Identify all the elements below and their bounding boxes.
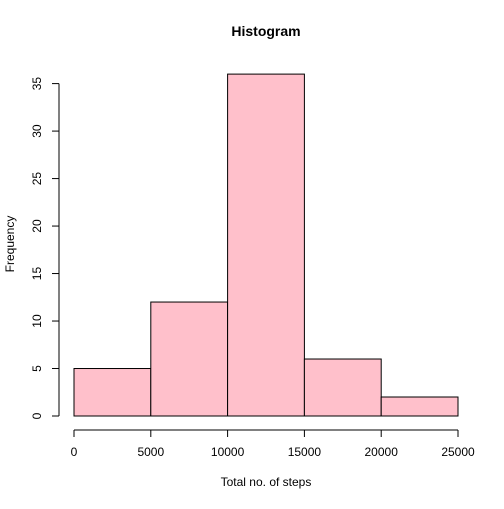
- histogram-bar-0: [73, 368, 152, 417]
- x-tick-label: 25000: [441, 445, 475, 459]
- chart-title: Histogram: [231, 23, 300, 39]
- y-tick-label: 35: [30, 77, 44, 91]
- histogram-bar-2: [227, 73, 305, 417]
- histogram-bar-4: [380, 396, 459, 417]
- x-tick-label: 20000: [365, 445, 399, 459]
- histogram-bar-1: [150, 301, 229, 417]
- y-tick-label: 0: [30, 412, 44, 419]
- y-tick-label: 5: [30, 365, 44, 372]
- bars-group: [73, 73, 459, 417]
- x-tick-label: 0: [71, 445, 78, 459]
- x-tick-label: 5000: [137, 445, 164, 459]
- y-tick-label: 30: [30, 124, 44, 138]
- histogram-bar-3: [303, 358, 382, 417]
- y-tick-label: 10: [30, 314, 44, 328]
- y-axis: 0 5 10 15 20 25 30 35: [30, 77, 60, 419]
- x-tick-label: 10000: [211, 445, 245, 459]
- x-axis: 0 5000 10000 15000 20000 25000: [71, 429, 475, 459]
- x-axis-label: Total no. of steps: [221, 475, 312, 489]
- y-tick-label: 20: [30, 219, 44, 233]
- y-tick-label: 15: [30, 267, 44, 281]
- y-tick-label: 25: [30, 172, 44, 186]
- x-tick-label: 15000: [288, 445, 322, 459]
- y-axis-label: Frequency: [3, 216, 17, 273]
